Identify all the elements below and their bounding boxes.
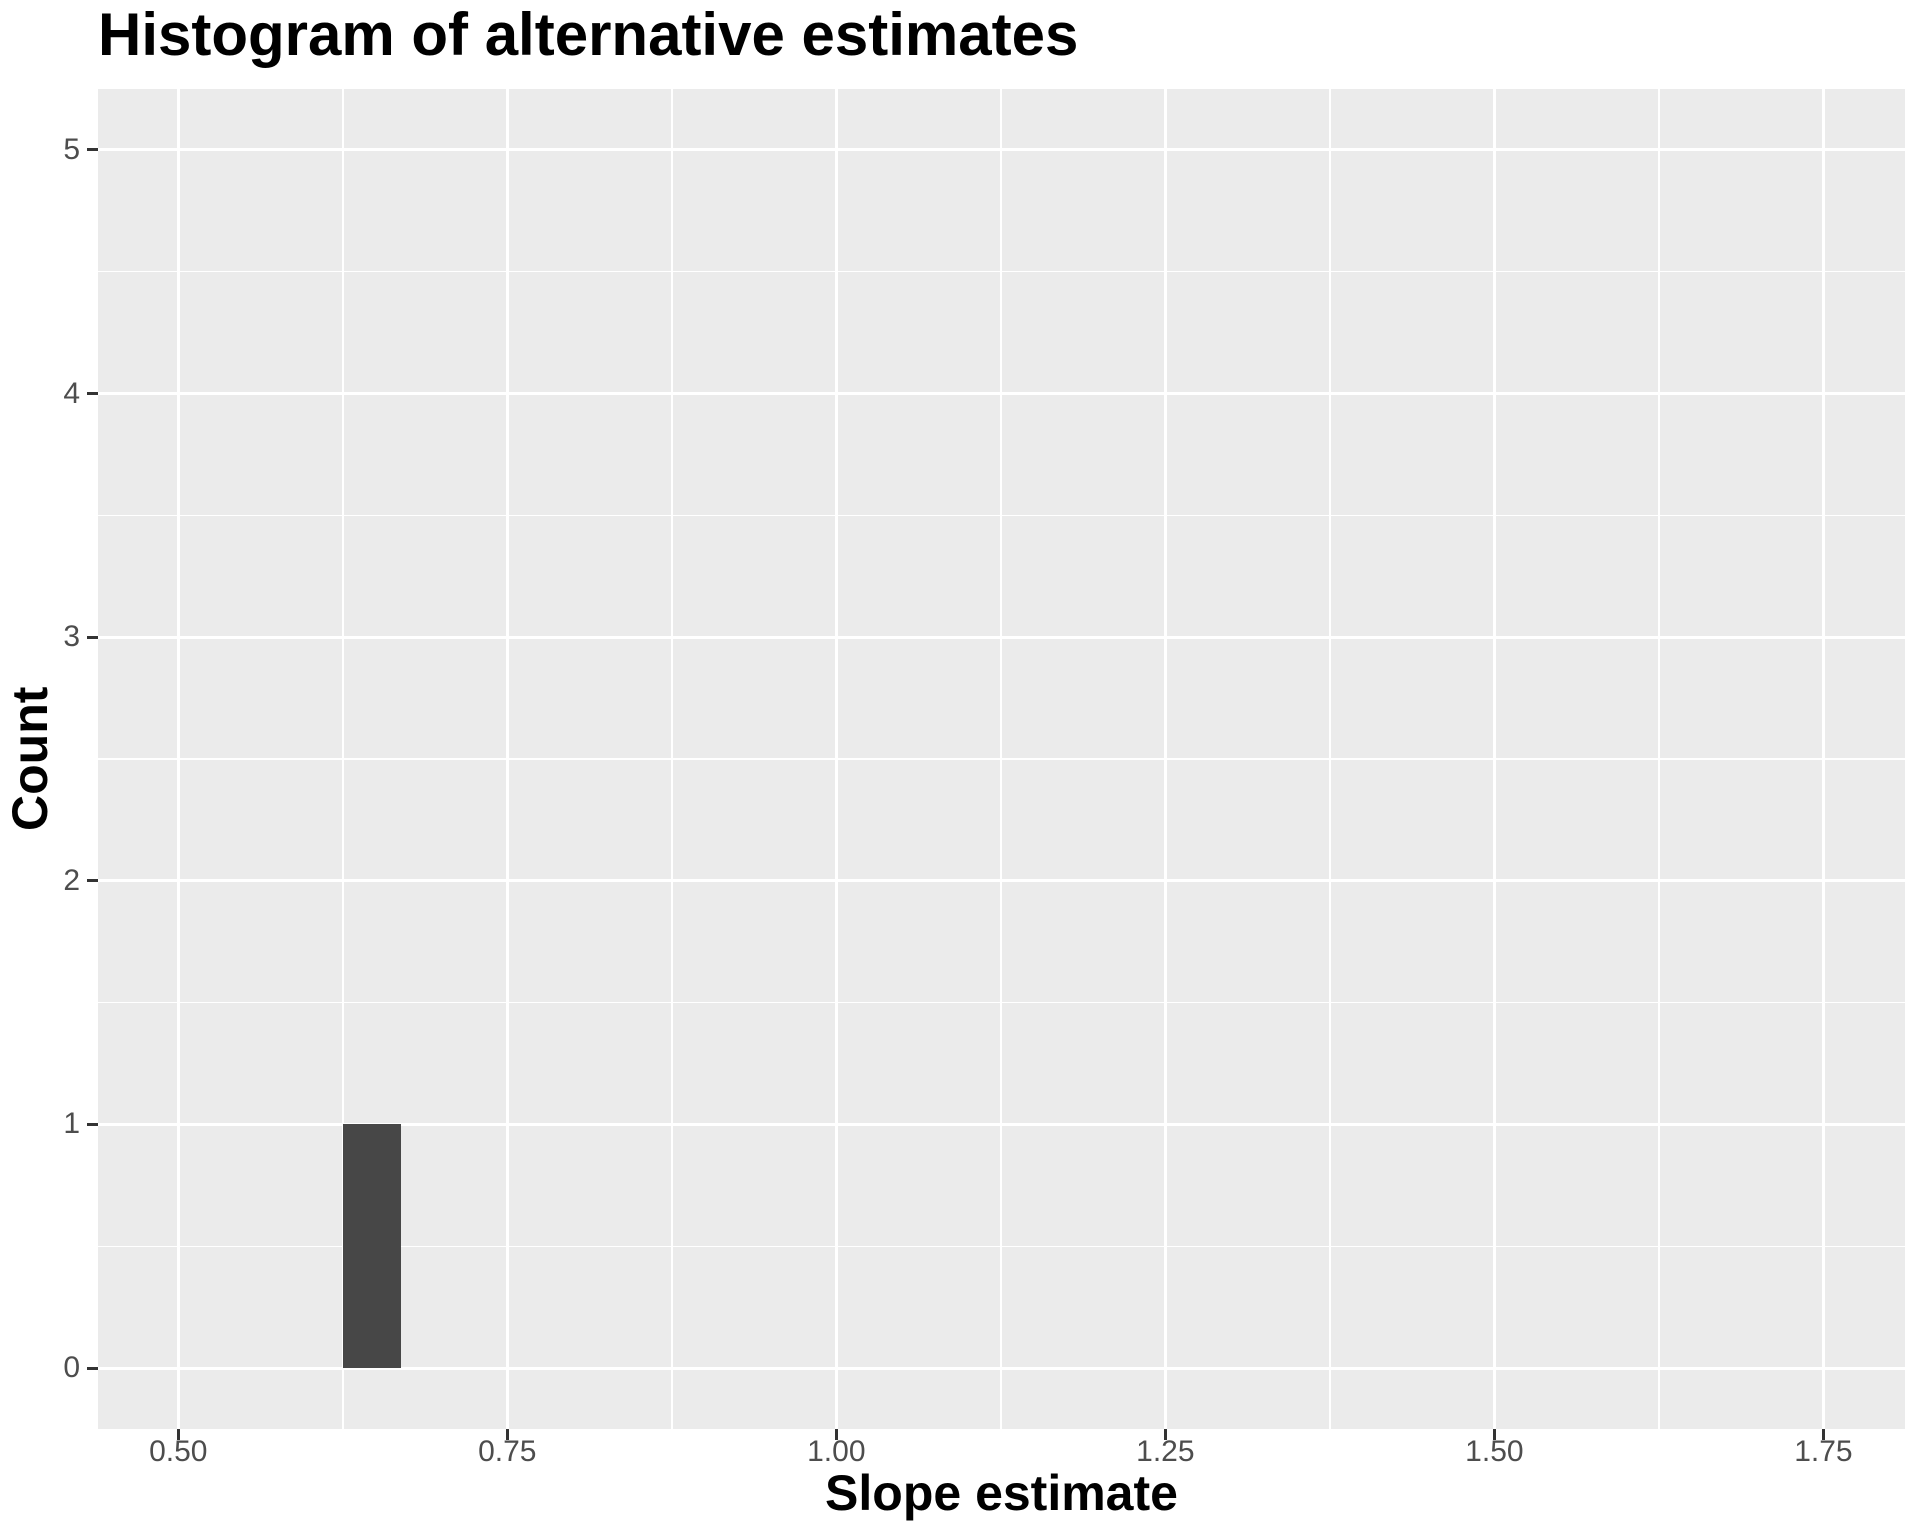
y-tick-label: 0 — [63, 1351, 80, 1385]
y-tick-mark — [87, 879, 98, 883]
y-major-gridline — [98, 1366, 1905, 1370]
x-tick-label: 0.50 — [149, 1435, 208, 1468]
x-tick-mark — [1163, 1429, 1167, 1440]
y-tick-label: 2 — [63, 863, 80, 897]
y-major-gridline — [98, 392, 1905, 396]
x-major-gridline — [1821, 89, 1825, 1429]
y-major-gridline — [98, 635, 1905, 639]
y-major-gridline — [98, 879, 1905, 883]
y-tick-mark — [87, 1366, 98, 1370]
x-tick-label: 1.25 — [1136, 1435, 1195, 1468]
x-tick-label: 1.75 — [1794, 1435, 1853, 1468]
x-tick-mark — [834, 1429, 838, 1440]
y-tick-label: 3 — [63, 620, 80, 654]
y-minor-gridline — [98, 758, 1905, 760]
y-tick-label: 5 — [63, 132, 80, 166]
x-tick-mark — [1821, 1429, 1825, 1440]
y-axis-title: Count — [2, 686, 58, 832]
x-tick-label: 1.50 — [1465, 1435, 1524, 1468]
y-tick-mark — [87, 1122, 98, 1126]
y-minor-gridline — [98, 514, 1905, 517]
x-axis-title: Slope estimate — [825, 1465, 1178, 1521]
y-tick-label: 1 — [63, 1107, 80, 1141]
plot-title: Histogram of alternative estimates — [98, 1, 1079, 68]
x-tick-mark — [1492, 1429, 1496, 1440]
y-tick-label: 4 — [63, 376, 80, 410]
y-major-gridline — [98, 1122, 1905, 1126]
histogram-bar — [342, 1124, 401, 1369]
x-tick-mark — [176, 1429, 180, 1440]
y-minor-gridline — [98, 270, 1905, 273]
y-minor-gridline — [98, 1245, 1905, 1248]
y-tick-mark — [87, 392, 98, 396]
y-tick-mark — [87, 635, 98, 639]
x-tick-mark — [505, 1429, 509, 1440]
x-tick-label: 0.75 — [478, 1435, 537, 1468]
y-minor-gridline — [98, 1001, 1905, 1004]
y-major-gridline — [98, 148, 1905, 152]
x-major-gridline — [176, 89, 180, 1429]
x-major-gridline — [1492, 89, 1496, 1429]
x-major-gridline — [505, 89, 509, 1429]
x-tick-label: 1.00 — [807, 1435, 866, 1468]
plot-panel — [98, 89, 1905, 1429]
x-major-gridline — [834, 89, 838, 1429]
y-tick-mark — [87, 148, 98, 152]
x-major-gridline — [1163, 89, 1167, 1429]
